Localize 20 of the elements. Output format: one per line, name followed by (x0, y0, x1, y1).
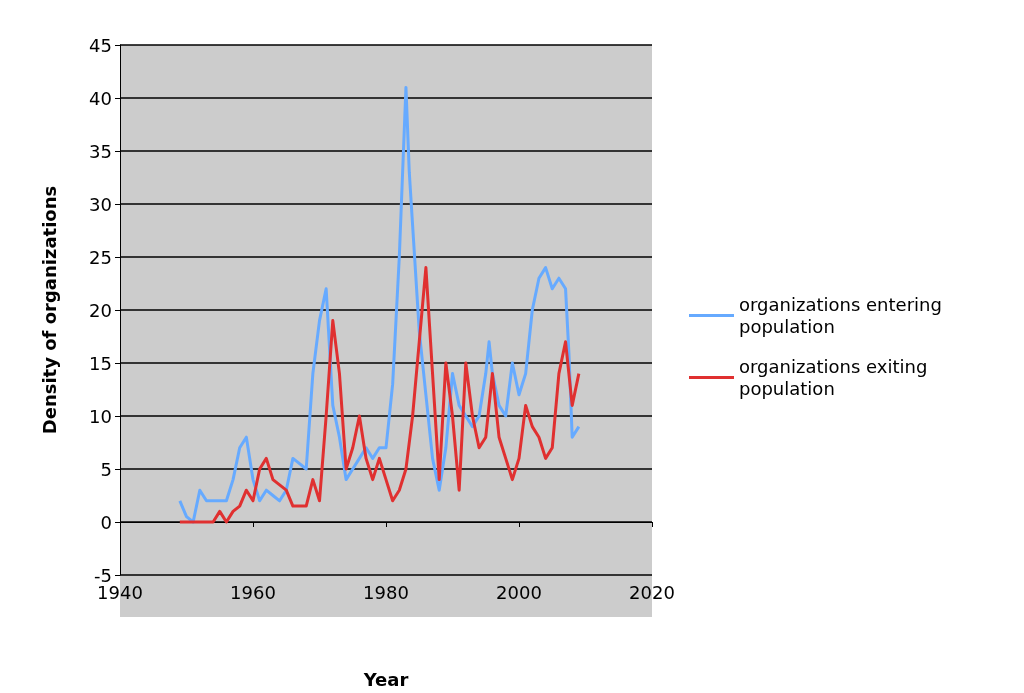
y-tick-label: 40 (89, 87, 112, 109)
x-tick-label: 1980 (363, 581, 409, 603)
y-tick-label: 15 (89, 352, 112, 374)
y-tick-label: 10 (89, 405, 112, 427)
line-series (178, 266, 581, 524)
line-series (178, 85, 581, 524)
y-tick-label: 5 (100, 458, 112, 480)
y-tick-label: 20 (89, 299, 112, 321)
x-tick-label: 2000 (496, 581, 542, 603)
x-tick-label: 1960 (230, 581, 276, 603)
y-axis-title: Density of organizations (38, 185, 60, 435)
y-tick-label: 0 (100, 511, 112, 533)
x-axis-title: Year (362, 668, 409, 690)
y-tick-label: 45 (89, 34, 112, 56)
y-tick-label: 30 (89, 193, 112, 215)
y-tick-label: 35 (89, 140, 112, 162)
y-tick-label: 25 (89, 246, 112, 268)
legend-label: organizations entering population (739, 294, 948, 337)
x-tick-label: 2020 (629, 581, 675, 603)
legend-label: organizations exiting population (739, 356, 934, 399)
